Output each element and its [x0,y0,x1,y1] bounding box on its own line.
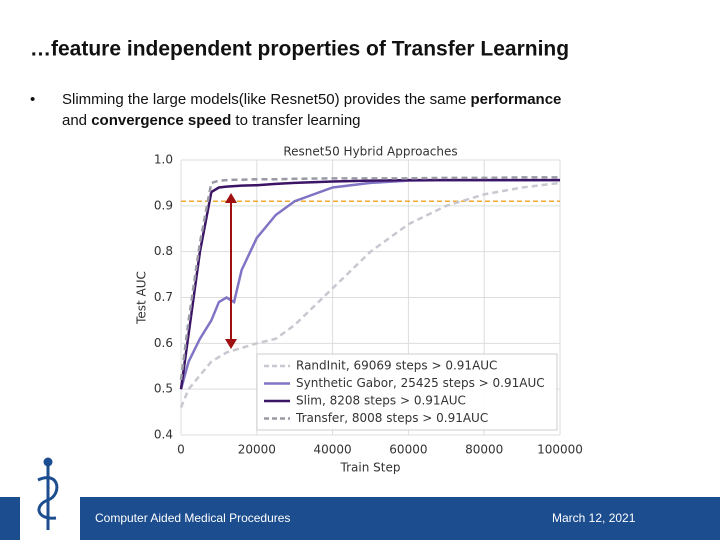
text: convergence speed [91,112,231,129]
legend-label: Synthetic Gabor, 25425 steps > 0.91AUC [296,376,545,390]
legend-label: Slim, 8208 steps > 0.91AUC [296,394,466,408]
legend: RandInit, 69069 steps > 0.91AUC Synthetic… [256,353,558,431]
y-tick-label: 0.6 [154,336,173,350]
y-tick-label: 0.4 [154,428,173,442]
series-line [179,178,560,390]
bullet-dot: • [30,91,35,108]
x-tick-label: 40000 [314,443,352,457]
legend-label: RandInit, 69069 steps > 0.91AUC [296,359,497,373]
x-axis-label: Train Step [340,461,401,475]
text: performance [471,91,562,108]
x-tick-label: 20000 [238,443,276,457]
y-tick-label: 0.5 [154,382,173,396]
x-tick-label: 60000 [389,443,427,457]
y-tick-label: 0.7 [154,290,173,304]
logo [20,457,80,540]
arrow-head [225,339,237,349]
series-line [179,176,560,381]
arrow-head [225,193,237,203]
footer-left: Computer Aided Medical Procedures [95,511,290,525]
text: Slimming the large models(like Resnet50)… [62,91,471,108]
bullet-line: and convergence speed to transfer learni… [62,112,361,129]
x-tick-label: 100000 [537,443,583,457]
bullet-line: Slimming the large models(like Resnet50)… [62,91,561,108]
y-axis-label: Test AUC [135,271,149,325]
x-tick-label: 80000 [465,443,503,457]
legend-label: Transfer, 8008 steps > 0.91AUC [295,411,488,425]
footer-right: March 12, 2021 [552,511,636,525]
chart-title: Resnet50 Hybrid Approaches [283,145,457,159]
series-line [179,181,561,408]
y-tick-label: 0.8 [154,244,173,258]
y-tick-label: 0.9 [154,198,173,212]
y-tick-label: 1.0 [154,153,173,167]
text: to transfer learning [231,112,360,129]
legend-box [256,353,558,431]
x-tick-label: 0 [177,443,185,457]
slide-title: …feature independent properties of Trans… [30,38,569,61]
chart: 0.4 0.5 0.6 0.7 0.8 0.9 1.0 0 20000 40000 60000 800… [135,145,583,475]
footer-bar [0,497,720,540]
text: and [62,112,91,129]
